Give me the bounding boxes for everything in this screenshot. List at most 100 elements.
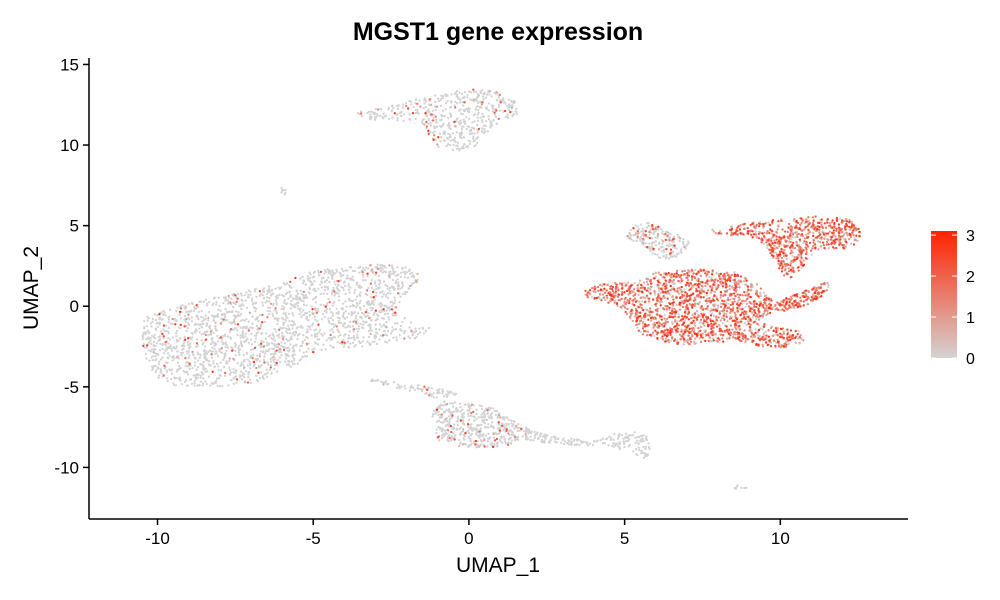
- cell-point: [438, 439, 441, 442]
- cell-point: [301, 275, 304, 279]
- cell-point: [198, 331, 201, 334]
- cell-point: [377, 287, 381, 290]
- cell-point: [766, 246, 769, 250]
- cell-point: [394, 322, 397, 325]
- cell-point: [396, 278, 399, 281]
- cell-point: [380, 325, 383, 328]
- cell-point: [450, 435, 454, 438]
- cell-point: [272, 353, 275, 356]
- cell-point: [779, 309, 782, 312]
- cell-point: [408, 326, 411, 329]
- cell-point: [414, 102, 417, 105]
- cell-point: [215, 301, 218, 304]
- cell-point: [525, 426, 528, 429]
- cell-point: [402, 270, 405, 274]
- cell-point: [252, 364, 255, 368]
- cell-point: [354, 321, 358, 324]
- cell-point: [693, 322, 696, 325]
- cell-point: [453, 401, 456, 404]
- cell-point: [506, 114, 509, 118]
- cell-point: [412, 331, 416, 334]
- cell-point: [577, 438, 581, 442]
- cell-point: [687, 241, 690, 245]
- cell-point: [178, 313, 181, 316]
- cell-point: [462, 412, 466, 415]
- cell-point: [281, 331, 284, 335]
- cell-point: [300, 292, 303, 296]
- cell-point: [737, 283, 740, 286]
- cell-point: [447, 415, 450, 418]
- cell-point: [508, 103, 511, 107]
- cell-point: [244, 332, 248, 335]
- cell-point: [418, 99, 421, 102]
- cell-point: [354, 298, 357, 301]
- cell-point: [497, 103, 501, 107]
- cell-point: [358, 306, 362, 309]
- cell-point: [477, 101, 480, 105]
- cell-point: [678, 333, 682, 336]
- cell-point: [314, 342, 318, 345]
- cell-point: [666, 234, 669, 238]
- cell-point: [645, 435, 648, 438]
- cell-point: [366, 111, 369, 115]
- cell-point: [276, 296, 280, 299]
- cell-point: [461, 408, 464, 411]
- cell-point: [224, 353, 227, 356]
- cell-point: [693, 342, 696, 345]
- cell-point: [370, 302, 373, 305]
- cell-point: [224, 297, 228, 300]
- cell-point: [601, 293, 605, 296]
- cell-point: [276, 294, 279, 297]
- cell-point: [235, 381, 238, 384]
- cell-point: [463, 91, 467, 94]
- cell-point: [295, 294, 298, 297]
- cell-point: [441, 124, 444, 127]
- cell-point: [217, 369, 220, 372]
- cell-point: [669, 289, 672, 292]
- cell-point: [613, 301, 616, 304]
- cell-point: [437, 100, 441, 103]
- cell-point: [406, 276, 410, 280]
- cell-point: [756, 334, 759, 337]
- cell-point: [320, 286, 323, 289]
- cell-point: [484, 96, 488, 99]
- cell-point: [251, 357, 254, 360]
- cell-point: [476, 131, 479, 134]
- cell-point: [609, 436, 613, 440]
- cell-point: [465, 116, 468, 119]
- cell-point: [607, 443, 610, 447]
- cell-point: [772, 256, 775, 260]
- cell-point: [158, 338, 162, 341]
- cell-point: [648, 447, 651, 451]
- cell-point: [474, 90, 478, 93]
- cell-point: [445, 101, 448, 105]
- cell-point: [661, 338, 664, 341]
- cell-point: [467, 403, 471, 407]
- cell-point: [221, 312, 224, 316]
- cell-point: [353, 289, 357, 292]
- cell-point: [847, 237, 851, 241]
- cell-point: [300, 344, 304, 347]
- cell-point: [432, 396, 436, 399]
- cell-point: [774, 251, 778, 255]
- cell-point: [240, 361, 243, 364]
- cell-point: [802, 259, 805, 262]
- cell-point: [308, 271, 311, 274]
- cell-point: [623, 281, 626, 284]
- cell-point: [763, 294, 767, 297]
- cell-point: [645, 280, 648, 284]
- cell-point: [278, 336, 281, 339]
- cell-point: [454, 100, 457, 104]
- cell-point: [377, 274, 381, 278]
- cell-point: [446, 423, 449, 427]
- cell-point: [237, 351, 241, 354]
- cell-point: [474, 108, 477, 111]
- cell-point: [264, 301, 267, 304]
- cell-point: [247, 371, 251, 374]
- cell-point: [212, 318, 215, 322]
- cell-point: [441, 390, 445, 393]
- cell-point: [841, 230, 844, 233]
- cell-point: [302, 351, 306, 354]
- cell-point: [153, 348, 157, 351]
- cell-point: [162, 343, 165, 346]
